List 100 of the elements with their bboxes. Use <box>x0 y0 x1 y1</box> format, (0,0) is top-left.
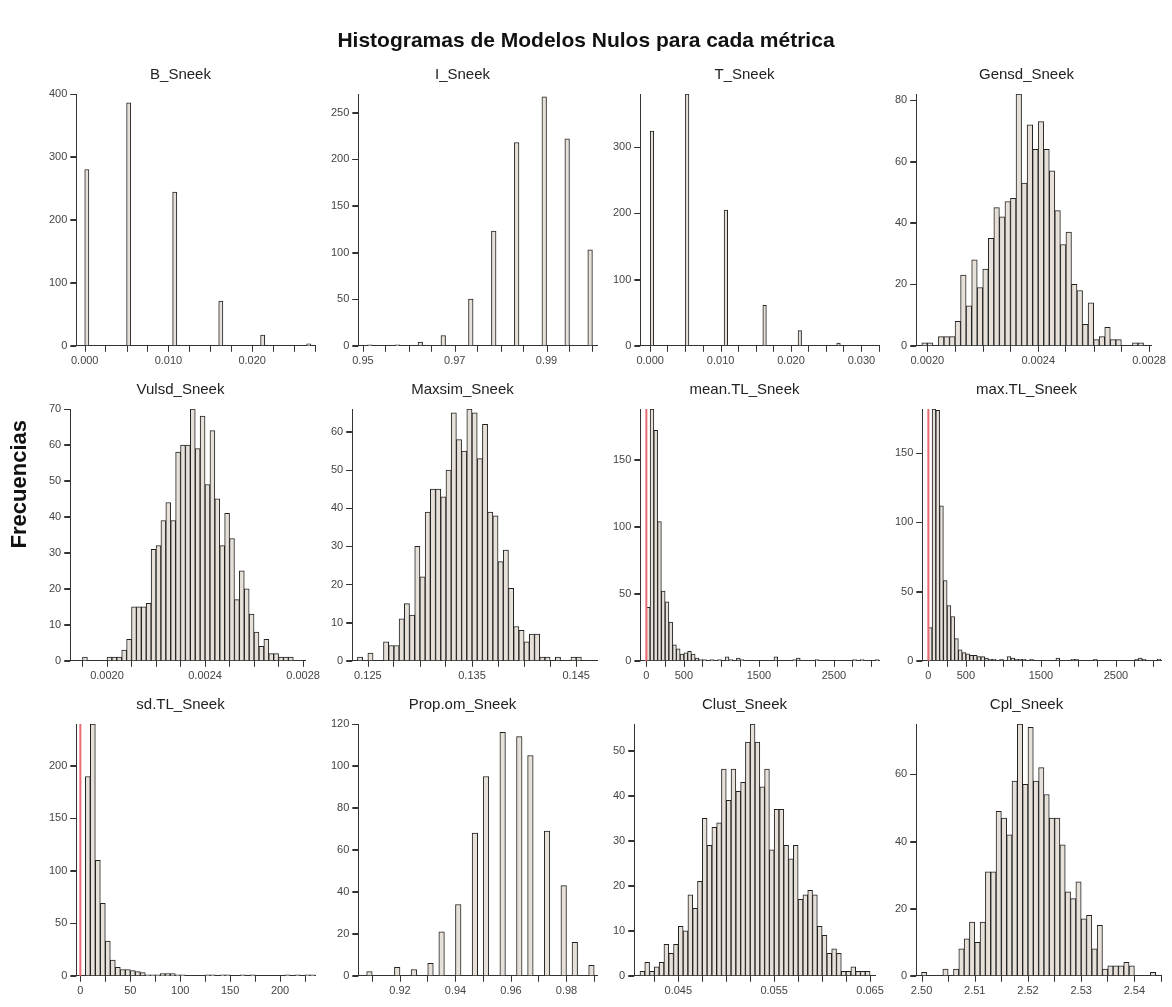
y-tick-label: 100 <box>612 519 632 532</box>
y-tick-label: 0 <box>343 338 350 351</box>
y-tick-label: 0 <box>625 338 632 351</box>
y-tick-label: 150 <box>894 446 914 459</box>
y-tick-label: 0 <box>343 968 350 981</box>
y-tick-label: 200 <box>48 759 68 771</box>
y-tick-label: 200 <box>48 212 68 225</box>
y-tick-label: 20 <box>337 926 350 939</box>
x-tick-label: 100 <box>171 984 190 997</box>
chart-title: Vulsd_Sneek <box>136 380 225 398</box>
x-tick-label: 50 <box>124 984 137 997</box>
y-tick-label: 30 <box>48 545 62 558</box>
y-tick-label: 0 <box>61 338 68 351</box>
y-tick-label: 400 <box>48 87 68 100</box>
y-tick-label: 100 <box>330 245 350 258</box>
y-tick-label: 200 <box>330 152 350 165</box>
y-tick-label: 120 <box>330 717 350 730</box>
x-tick-label: 0 <box>643 669 650 682</box>
x-tick-label: 0.0020 <box>90 669 124 682</box>
y-tick-label: 60 <box>337 842 350 855</box>
y-tick-label: 40 <box>612 788 626 801</box>
x-tick-label: 0.0024 <box>188 669 222 682</box>
y-tick-label: 300 <box>612 140 632 153</box>
y-tick-label: 0 <box>61 968 68 981</box>
y-tick-label: 20 <box>612 878 626 891</box>
x-tick-label: 0.010 <box>706 354 735 367</box>
y-tick-label: 0 <box>625 653 632 666</box>
x-tick-label: 0.020 <box>777 354 805 367</box>
y-tick-label: 20 <box>894 901 908 914</box>
y-tick-label: 80 <box>337 800 350 813</box>
x-tick-label: 0.010 <box>154 354 183 367</box>
x-tick-label: 0.135 <box>458 669 486 682</box>
x-tick-label: 0 <box>77 984 84 997</box>
x-tick-label: 2.53 <box>1070 984 1092 997</box>
y-tick-label: 40 <box>48 509 62 522</box>
x-tick-label: 0.99 <box>535 354 558 367</box>
y-tick-label: 150 <box>612 452 632 465</box>
chart-title: Prop.om_Sneek <box>408 695 517 713</box>
y-tick-label: 50 <box>55 916 68 929</box>
x-tick-label: 0.97 <box>444 354 466 367</box>
y-tick-label: 100 <box>48 863 68 876</box>
y-tick-label: 200 <box>612 206 632 219</box>
x-tick-label: 200 <box>270 984 290 997</box>
y-tick-label: 40 <box>894 834 908 847</box>
chart-title: Cpl_Sneek <box>989 695 1064 713</box>
chart-title: I_Sneek <box>434 65 491 83</box>
y-tick-label: 10 <box>612 923 626 936</box>
chart-title: Maxsim_Sneek <box>411 380 515 398</box>
y-tick-label: 0 <box>901 968 908 981</box>
text: Frecuencias <box>6 420 32 549</box>
y-tick-label: 20 <box>894 277 908 290</box>
x-tick-label: 500 <box>674 669 694 682</box>
y-tick-label: 250 <box>330 105 350 118</box>
chart-title: max.TL_Sneek <box>976 380 1078 398</box>
y-tick-label: 10 <box>330 615 344 628</box>
y-tick-label: 50 <box>901 584 914 597</box>
chart-title: B_Sneek <box>150 65 212 83</box>
x-tick-label: 0.000 <box>636 354 664 367</box>
y-tick-label: 0 <box>619 968 626 981</box>
y-tick-label: 40 <box>330 501 344 514</box>
x-tick-label: 0.98 <box>555 984 578 997</box>
y-tick-label: 0 <box>901 338 908 351</box>
chart-title: Gensd_Sneek <box>978 65 1075 83</box>
x-tick-label: 0.045 <box>664 984 693 997</box>
x-tick-label: 1500 <box>746 669 772 682</box>
y-tick-label: 50 <box>612 744 626 757</box>
y-tick-label: 0 <box>907 653 914 666</box>
chart-title: Clust_Sneek <box>701 695 788 713</box>
x-tick-label: 0.020 <box>238 354 266 367</box>
x-tick-label: 0.0028 <box>286 669 320 682</box>
y-tick-label: 50 <box>337 292 350 305</box>
x-tick-label: 0.0028 <box>1132 354 1166 367</box>
y-tick-label: 40 <box>894 216 908 228</box>
y-tick-label: 0 <box>55 653 62 666</box>
y-tick-label: 100 <box>48 275 68 288</box>
x-tick-label: 500 <box>956 669 976 682</box>
y-tick-label: 30 <box>612 833 626 846</box>
x-tick-label: 0.95 <box>352 354 374 367</box>
chart-title: T_Sneek <box>714 65 776 83</box>
x-tick-label: 2500 <box>1103 669 1129 682</box>
x-tick-label: 2500 <box>821 669 847 682</box>
x-tick-label: 1500 <box>1028 669 1054 682</box>
x-tick-label: 0.94 <box>444 984 467 997</box>
x-tick-label: 0.065 <box>856 984 884 997</box>
x-tick-label: 150 <box>220 984 240 997</box>
y-tick-label: 40 <box>337 884 350 897</box>
chart-title: sd.TL_Sneek <box>136 695 226 713</box>
chart-title: mean.TL_Sneek <box>689 380 801 398</box>
x-tick-label: 0.125 <box>354 669 382 682</box>
y-tick-label: 50 <box>619 586 632 599</box>
y-tick-label: 60 <box>894 154 908 167</box>
x-tick-label: 2.51 <box>964 984 986 997</box>
y-tick-label: 150 <box>48 811 68 824</box>
y-tick-label: 100 <box>894 515 914 528</box>
y-tick-label: 80 <box>894 93 908 106</box>
y-tick-label: 60 <box>330 424 344 437</box>
x-tick-label: 0.145 <box>562 669 590 682</box>
x-tick-label: 0.96 <box>500 984 522 997</box>
y-tick-label: 60 <box>894 767 908 780</box>
y-tick-label: 30 <box>330 539 344 552</box>
